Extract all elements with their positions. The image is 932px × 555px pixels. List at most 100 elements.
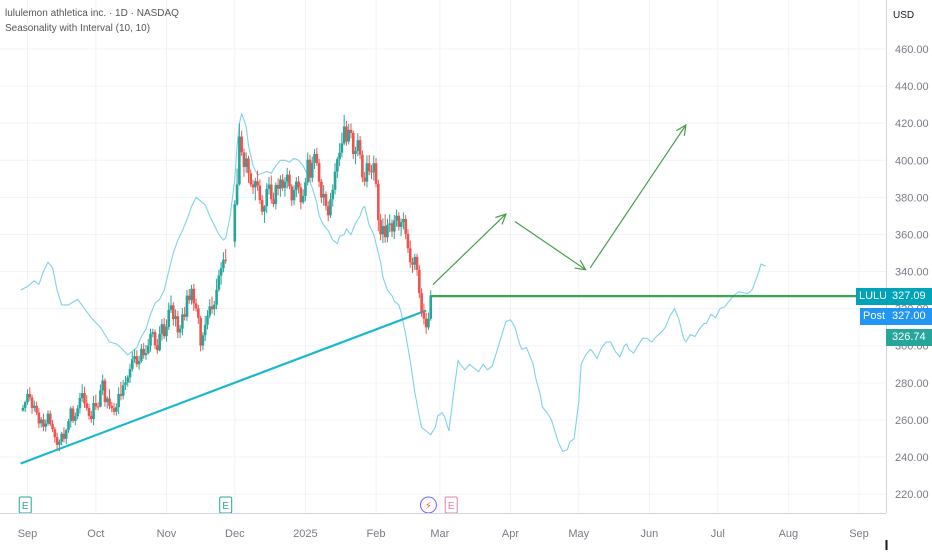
- symbol-title: lululemon athletica inc. · 1D · NASDAQ: [5, 8, 179, 19]
- candle-body: [269, 184, 273, 200]
- candle-body: [58, 441, 61, 445]
- candle: [89, 411, 93, 423]
- candle: [78, 392, 82, 414]
- candle-body: [272, 199, 275, 205]
- candle-body: [149, 333, 152, 346]
- candle-body: [254, 181, 257, 188]
- candle-body: [194, 303, 198, 309]
- candle: [128, 363, 132, 384]
- candle: [349, 123, 353, 139]
- candle: [324, 191, 328, 211]
- candle: [83, 386, 86, 408]
- candle: [265, 183, 268, 213]
- candle: [201, 332, 205, 351]
- candle-body: [92, 403, 95, 419]
- candle: [215, 278, 218, 310]
- candle: [144, 344, 148, 360]
- candle: [233, 200, 237, 248]
- candle: [377, 179, 380, 232]
- candle-body: [26, 393, 29, 403]
- candle: [199, 315, 202, 352]
- candle-body: [94, 403, 98, 407]
- candle-body: [28, 393, 32, 398]
- candle-body: [83, 393, 86, 404]
- trendline-layer: [20, 309, 427, 465]
- candle: [219, 262, 223, 285]
- earnings-event-icon: E: [18, 496, 32, 514]
- candle-body: [224, 259, 227, 261]
- candle-body: [404, 219, 407, 234]
- x-tick-label: 2025: [293, 528, 317, 540]
- candle-body: [121, 385, 125, 396]
- candle: [130, 351, 134, 372]
- candle-body: [233, 204, 237, 242]
- candle-body: [422, 312, 426, 319]
- candle-body: [354, 151, 357, 154]
- chart-legend: lululemon athletica inc. · 1D · NASDAQ S…: [5, 6, 179, 36]
- candle-body: [317, 163, 321, 182]
- candle-body: [265, 189, 268, 207]
- candle: [181, 308, 184, 336]
- projection-arrow: [589, 123, 687, 269]
- candle: [42, 413, 45, 432]
- candle: [260, 194, 264, 216]
- candle: [48, 410, 52, 427]
- candle: [119, 381, 123, 401]
- candle: [317, 158, 321, 188]
- candle: [386, 218, 389, 243]
- candle-body: [279, 179, 282, 189]
- candle: [190, 284, 193, 305]
- candle: [295, 177, 298, 198]
- candle-body: [142, 348, 145, 356]
- candle: [336, 156, 339, 179]
- candle: [140, 344, 143, 363]
- candle: [370, 164, 373, 180]
- candle: [242, 148, 246, 177]
- post-label-tag: Post: [860, 308, 886, 325]
- candle-body: [197, 308, 200, 318]
- candle-body: [133, 356, 136, 360]
- candle: [310, 156, 314, 183]
- candle-body: [171, 305, 175, 320]
- candle-body: [51, 424, 54, 430]
- candle: [101, 374, 104, 396]
- projection-segment: [432, 213, 507, 285]
- x-tick-label: May: [568, 528, 589, 540]
- candle: [80, 384, 84, 402]
- candle-body: [338, 152, 341, 160]
- candle: [390, 219, 394, 238]
- candle-body: [283, 181, 287, 188]
- candle: [342, 114, 346, 146]
- candle: [28, 387, 32, 401]
- candle: [374, 158, 378, 188]
- candle-body: [87, 408, 91, 416]
- candle: [105, 396, 109, 409]
- candle-body: [285, 174, 289, 182]
- candle-body: [429, 295, 433, 319]
- candle-body: [110, 405, 114, 409]
- candle-body: [345, 126, 348, 142]
- candle: [64, 428, 68, 445]
- candle: [381, 218, 385, 243]
- candle: [55, 432, 59, 451]
- candle-body: [395, 215, 398, 221]
- candle-body: [78, 398, 82, 409]
- candle-body: [392, 220, 396, 232]
- candle-body: [30, 397, 34, 408]
- candle-body: [408, 248, 412, 263]
- candle-body: [181, 314, 184, 329]
- candle: [53, 426, 57, 443]
- candle: [37, 408, 41, 429]
- candle: [372, 155, 376, 181]
- candle-body: [130, 359, 134, 369]
- candle-body: [176, 316, 180, 333]
- candle: [124, 375, 127, 390]
- candle-body: [377, 183, 380, 221]
- candle-body: [427, 318, 430, 328]
- candle: [58, 439, 61, 452]
- candle-body: [276, 184, 280, 189]
- candle-body: [146, 345, 150, 354]
- candle-body: [219, 268, 223, 276]
